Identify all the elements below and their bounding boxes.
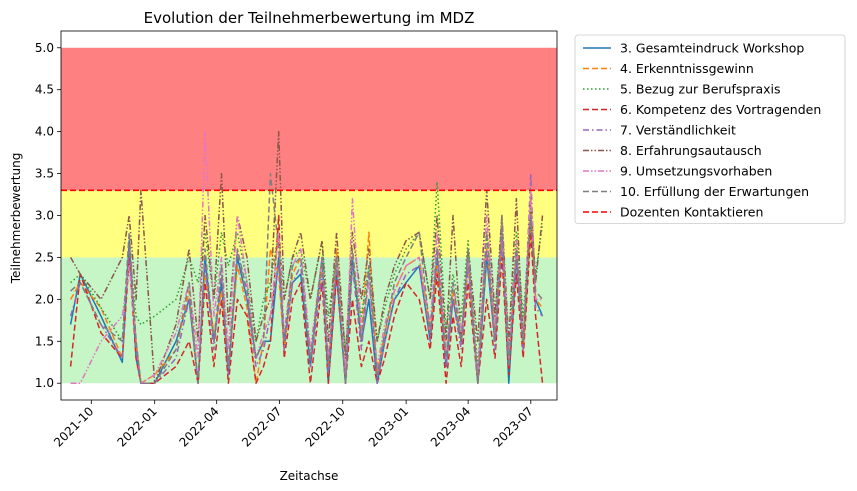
x-axis-label: Zeitachse	[280, 469, 339, 483]
y-tick-label: 5.0	[35, 41, 54, 55]
x-tick-label: 2022-10	[303, 404, 348, 449]
y-tick-label: 3.5	[35, 167, 54, 181]
y-tick-label: 3.0	[35, 209, 54, 223]
y-tick-label: 4.5	[35, 83, 54, 97]
y-tick-label: 2.0	[35, 292, 54, 306]
legend-label: 6. Kompetenz des Vortragenden	[620, 102, 821, 117]
band-2	[61, 47, 557, 191]
x-axis: 2021-10 2022-01 2022-04 2022-07 2022-10 2023-…	[51, 400, 536, 450]
legend-box	[574, 34, 846, 224]
x-tick-label: 2022-07	[239, 404, 284, 449]
legend-label: 7. Verständlichkeit	[620, 123, 736, 138]
legend-label: 5. Bezug zur Berufspraxis	[620, 82, 781, 97]
y-axis-label: Teilnehmerbewertung	[9, 153, 23, 285]
legend-label: 9. Umsetzungsvorhaben	[620, 164, 772, 179]
x-tick-label: 2023-04	[428, 404, 473, 449]
y-tick-label: 2.5	[35, 250, 54, 264]
y-axis: 1.0 1.5 2.0 2.5 3.0 3.5 4.0 4.5 5.0	[35, 41, 61, 390]
band-layer	[61, 47, 557, 384]
chart-title: Evolution der Teilnehmerbewertung im MDZ	[144, 9, 475, 27]
y-tick-label: 1.0	[35, 376, 54, 390]
x-tick-label: 2022-04	[176, 404, 221, 449]
x-tick-label: 2023-01	[366, 404, 411, 449]
legend: 3. Gesamteindruck Workshop 4. Erkenntniss…	[574, 34, 846, 224]
legend-label: 10. Erfüllung der Erwartungen	[620, 184, 809, 199]
legend-label: 3. Gesamteindruck Workshop	[620, 41, 804, 56]
y-tick-label: 4.0	[35, 125, 54, 139]
series-layer	[69, 130, 544, 384]
series-line-4	[69, 214, 544, 384]
legend-label: Dozenten Kontaktieren	[620, 205, 763, 220]
series-line-8	[70, 172, 544, 384]
x-tick-label: 2023-07	[491, 404, 536, 449]
legend-label: 8. Erfahrungsautausch	[620, 143, 762, 158]
y-tick-label: 1.5	[35, 334, 54, 348]
legend-label: 4. Erkenntnissgewinn	[620, 61, 754, 76]
x-tick-label: 2021-10	[51, 404, 96, 449]
series-line-6	[69, 130, 544, 384]
x-tick-label: 2022-01	[114, 404, 159, 449]
